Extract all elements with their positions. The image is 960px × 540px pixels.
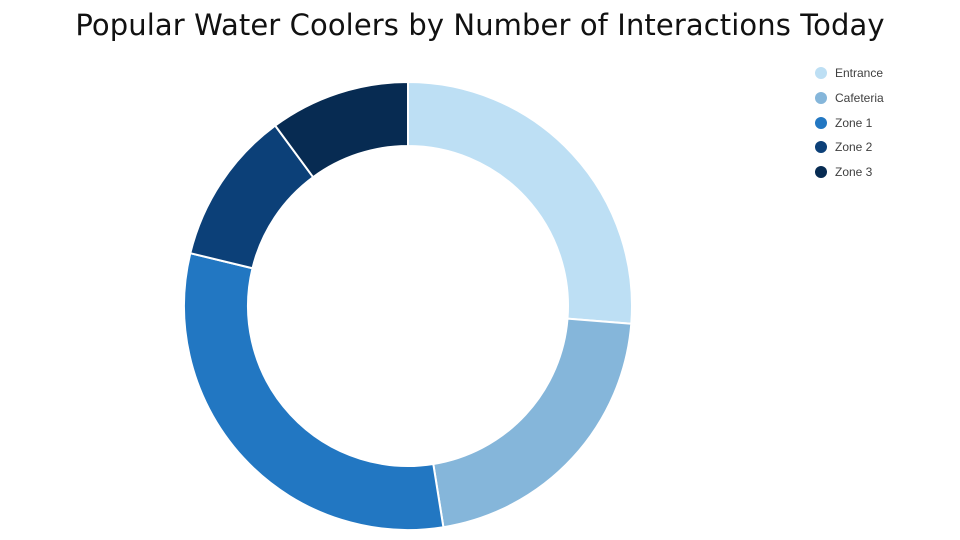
legend-swatch — [815, 92, 827, 105]
donut-slice-entrance[interactable] — [407, 80, 633, 325]
chart-legend: Entrance Cafeteria Zone 1 Zone 2 Zone 3 — [815, 61, 884, 184]
legend-label: Zone 1 — [835, 115, 873, 130]
donut-slice-zone-1[interactable] — [183, 251, 445, 531]
donut-slice-zone-3[interactable] — [273, 80, 409, 179]
legend-item-entrance[interactable]: Entrance — [815, 61, 884, 86]
legend-label: Entrance — [835, 66, 884, 81]
legend-label: Zone 2 — [835, 140, 873, 155]
legend-label: Zone 3 — [835, 165, 873, 180]
chart-title: Popular Water Coolers by Number of Inter… — [75, 8, 885, 42]
legend-item-cafeteria[interactable]: Cafeteria — [815, 86, 884, 111]
legend-item-zone-2[interactable]: Zone 2 — [815, 135, 884, 160]
legend-swatch — [815, 166, 827, 179]
legend-swatch — [815, 141, 827, 154]
legend-label: Cafeteria — [835, 91, 884, 106]
legend-swatch — [815, 116, 827, 129]
donut-slice-cafeteria[interactable] — [432, 317, 633, 529]
legend-swatch — [815, 67, 827, 80]
legend-item-zone-3[interactable]: Zone 3 — [815, 160, 884, 185]
legend-item-zone-1[interactable]: Zone 1 — [815, 110, 884, 135]
